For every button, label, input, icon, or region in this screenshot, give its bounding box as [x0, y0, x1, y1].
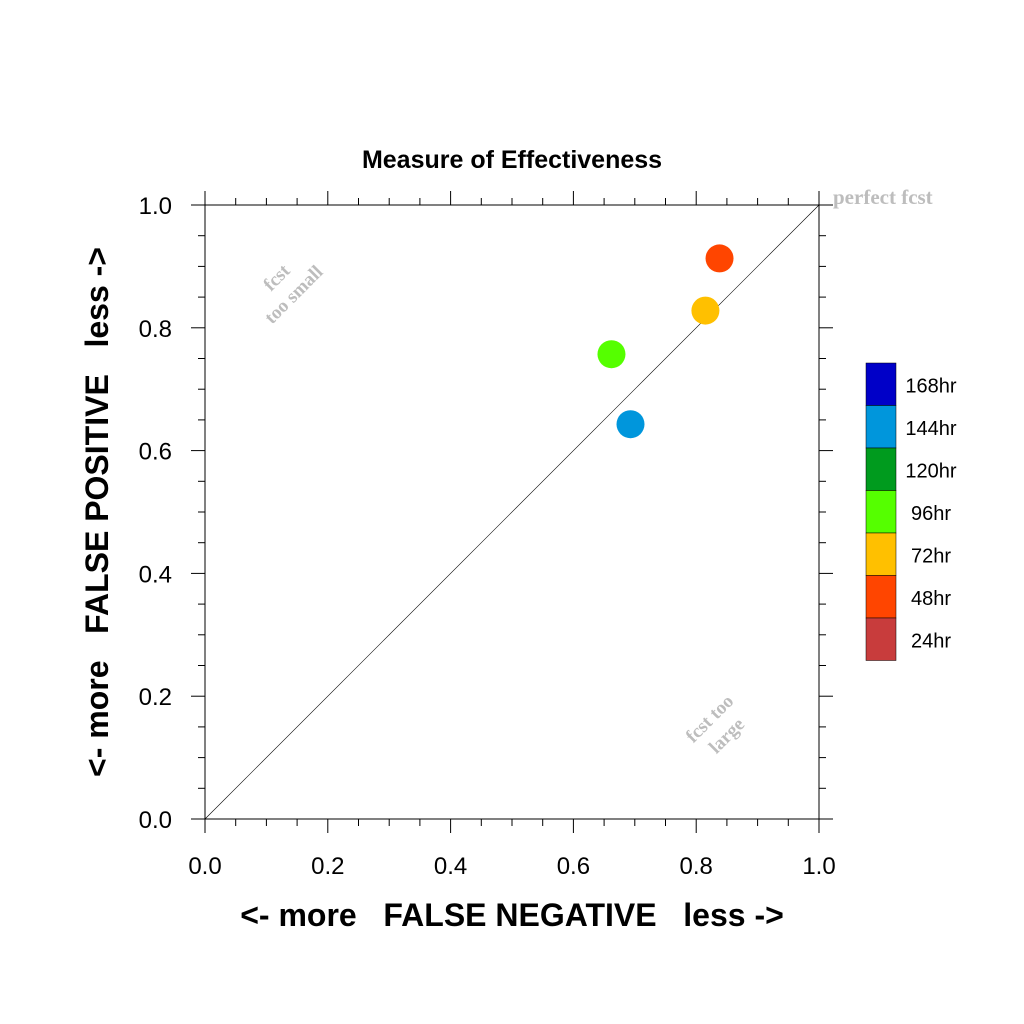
legend-swatch-144hr — [865, 405, 897, 449]
legend-label-48hr: 48hr — [911, 588, 951, 610]
legend-swatch-48hr — [865, 575, 897, 619]
y-tick-labels: 0.0 0.2 0.4 0.6 0.8 1.0 — [139, 193, 172, 834]
y-tick-label: 0.6 — [139, 439, 172, 466]
y-tick-label: 1.0 — [139, 193, 172, 220]
legend-label-144hr: 144hr — [905, 418, 956, 440]
point-48hr — [705, 244, 734, 273]
too-large-annotation: fcst too large — [682, 691, 749, 758]
y-tick-label: 0.8 — [139, 316, 172, 343]
legend-swatch-24hr — [865, 617, 897, 661]
point-144hr — [616, 410, 645, 439]
point-72hr — [691, 296, 720, 325]
x-axis-label: <- more FALSE NEGATIVE less -> — [240, 897, 784, 933]
x-tick-labels: 0.0 0.2 0.4 0.6 0.8 1.0 — [188, 853, 835, 880]
chart-title: Measure of Effectiveness — [362, 146, 662, 174]
legend-label-24hr: 24hr — [911, 630, 951, 652]
point-96hr — [597, 340, 626, 369]
legend-label-96hr: 96hr — [911, 503, 951, 525]
y-axis-label: <- more FALSE POSITIVE less -> — [79, 247, 115, 777]
data-points — [597, 244, 734, 439]
legend-label-72hr: 72hr — [911, 545, 951, 567]
x-tick-label: 0.6 — [557, 853, 590, 880]
legend-swatch-168hr — [865, 362, 897, 406]
x-tick-label: 0.4 — [434, 853, 467, 880]
tick-marks — [191, 191, 833, 833]
too-small-annotation: fcst too small — [260, 260, 328, 328]
legend-swatch-72hr — [865, 532, 897, 576]
legend: 168hr 144hr 120hr 96hr 72hr 48hr 24hr — [865, 362, 957, 661]
legend-swatch-96hr — [865, 490, 897, 534]
perfect-forecast-label: perfect fcst — [833, 185, 933, 209]
y-tick-label: 0.0 — [139, 807, 172, 834]
legend-swatch-120hr — [865, 447, 897, 491]
x-tick-label: 0.0 — [188, 853, 221, 880]
legend-label-168hr: 168hr — [905, 375, 956, 397]
legend-label-120hr: 120hr — [905, 460, 956, 482]
x-tick-label: 1.0 — [802, 853, 835, 880]
x-tick-label: 0.2 — [311, 853, 344, 880]
y-tick-label: 0.2 — [139, 684, 172, 711]
x-tick-label: 0.8 — [680, 853, 713, 880]
y-tick-label: 0.4 — [139, 561, 172, 588]
